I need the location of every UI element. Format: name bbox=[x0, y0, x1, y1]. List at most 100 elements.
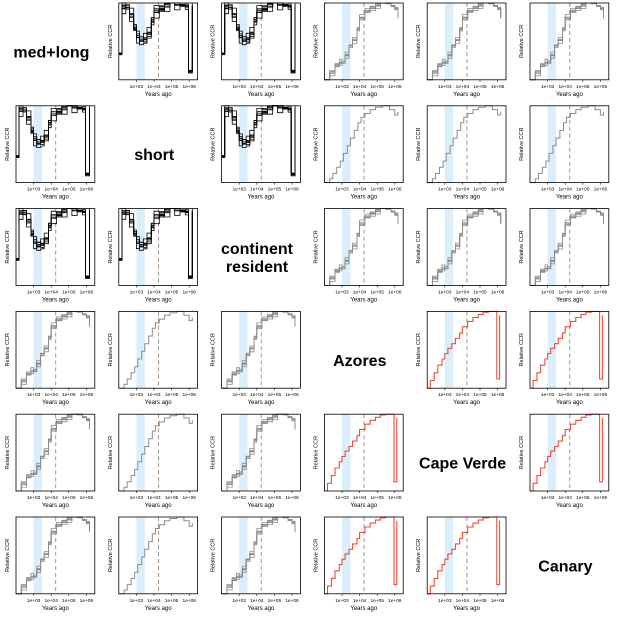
plot-frame bbox=[15, 208, 96, 286]
x-tick-label: 1e+03 bbox=[232, 84, 246, 90]
plot-frame bbox=[529, 2, 610, 81]
x-axis-label: Years ago bbox=[145, 606, 172, 612]
x-tick-label: 1e+03 bbox=[232, 187, 246, 193]
x-tick-label: 1e+06 bbox=[388, 289, 402, 295]
x-tick-label: 1e+06 bbox=[491, 84, 505, 90]
x-tick-label: 1e+05 bbox=[370, 598, 384, 604]
x-axis-label: Years ago bbox=[248, 606, 275, 612]
ccr-curve bbox=[427, 105, 502, 184]
x-tick-label: 1e+04 bbox=[147, 392, 161, 398]
x-tick-label: 1e+04 bbox=[147, 495, 161, 501]
x-tick-label: 1e+06 bbox=[80, 187, 94, 193]
x-tick-label: 1e+05 bbox=[165, 84, 179, 90]
ccr-curve bbox=[427, 516, 501, 595]
x-tick-label: 1e+04 bbox=[250, 495, 264, 501]
x-tick-label: 1e+05 bbox=[473, 84, 487, 90]
plot-frame bbox=[118, 310, 199, 389]
ccr-curve bbox=[118, 208, 193, 278]
x-tick-label: 1e+04 bbox=[44, 392, 58, 398]
shaded-interval bbox=[444, 517, 454, 594]
x-tick-label: 1e+05 bbox=[473, 392, 487, 398]
x-tick-label: 1e+05 bbox=[165, 598, 179, 604]
x-tick-label: 1e+05 bbox=[268, 84, 282, 90]
ccr-curve bbox=[118, 208, 193, 280]
shaded-interval bbox=[547, 414, 556, 491]
plot-frame bbox=[426, 516, 507, 595]
shaded-interval bbox=[444, 105, 454, 183]
ccr-curve bbox=[221, 2, 296, 72]
x-tick-label: 1e+06 bbox=[491, 187, 505, 193]
x-tick-label: 1e+04 bbox=[558, 392, 572, 398]
ccr-curve bbox=[530, 413, 603, 492]
x-tick-label: 1e+04 bbox=[456, 289, 470, 295]
x-tick-label: 1e+03 bbox=[130, 84, 144, 90]
y-axis-label: Relative CCR bbox=[5, 128, 11, 161]
x-tick-label: 1e+04 bbox=[44, 187, 58, 193]
y-axis-label: Relative CCR bbox=[211, 436, 217, 469]
plot-frame bbox=[118, 413, 199, 492]
x-axis-label: Years ago bbox=[145, 92, 172, 98]
x-tick-label: 1e+03 bbox=[438, 598, 452, 604]
plot-frame bbox=[323, 516, 404, 595]
plot-frame bbox=[15, 105, 96, 184]
x-tick-label: 1e+04 bbox=[147, 289, 161, 295]
y-axis-label: Relative CCR bbox=[5, 436, 11, 469]
x-tick-label: 1e+06 bbox=[388, 495, 402, 501]
ccr-curve bbox=[118, 208, 193, 277]
x-tick-label: 1e+04 bbox=[558, 495, 572, 501]
population-label-5: Canary bbox=[538, 558, 592, 575]
shaded-interval bbox=[342, 105, 351, 183]
x-tick-label: 1e+04 bbox=[44, 598, 58, 604]
x-tick-label: 1e+03 bbox=[130, 289, 144, 295]
plot-frame bbox=[426, 310, 507, 389]
y-axis-label: Relative CCR bbox=[416, 333, 422, 366]
x-tick-label: 1e+06 bbox=[80, 495, 94, 501]
ccr-curve bbox=[427, 2, 502, 81]
y-axis-label: Relative CCR bbox=[211, 128, 217, 161]
plot-frame bbox=[221, 2, 301, 81]
x-axis-label: Years ago bbox=[145, 400, 172, 406]
x-tick-label: 1e+06 bbox=[285, 598, 299, 604]
plot-frame bbox=[221, 516, 301, 595]
ccr-curve bbox=[324, 2, 399, 81]
ccr-curve bbox=[324, 208, 399, 286]
x-tick-label: 1e+05 bbox=[576, 187, 590, 193]
y-axis-label: Relative CCR bbox=[108, 333, 114, 366]
plot-frame bbox=[426, 2, 507, 81]
ccr-curve bbox=[221, 2, 296, 74]
y-axis-label: Relative CCR bbox=[416, 539, 422, 572]
ccr-curve bbox=[221, 105, 296, 174]
ccr-curve bbox=[16, 413, 90, 492]
x-tick-label: 1e+04 bbox=[250, 187, 264, 193]
x-tick-label: 1e+05 bbox=[268, 598, 282, 604]
ccr-curve bbox=[16, 208, 90, 277]
plot-frame bbox=[15, 516, 96, 595]
x-tick-label: 1e+06 bbox=[491, 598, 505, 604]
x-tick-label: 1e+05 bbox=[370, 289, 384, 295]
x-tick-label: 1e+06 bbox=[182, 598, 196, 604]
x-tick-label: 1e+05 bbox=[62, 495, 76, 501]
x-axis-label: Years ago bbox=[556, 92, 583, 98]
ccr-curve bbox=[16, 105, 90, 177]
y-axis-label: Relative CCR bbox=[5, 539, 11, 572]
x-tick-label: 1e+06 bbox=[285, 84, 299, 90]
ccr-curve bbox=[221, 105, 296, 175]
ccr-curve bbox=[118, 2, 193, 71]
y-axis-label: Relative CCR bbox=[416, 25, 422, 58]
x-axis-label: Years ago bbox=[350, 606, 377, 612]
ccr-curve bbox=[16, 516, 90, 595]
ccr-curve bbox=[118, 413, 193, 492]
x-axis-label: Years ago bbox=[42, 503, 69, 509]
ccr-curve bbox=[221, 2, 296, 71]
x-tick-label: 1e+06 bbox=[80, 289, 94, 295]
population-label-3: Azores bbox=[333, 353, 386, 370]
x-tick-label: 1e+03 bbox=[541, 84, 555, 90]
shaded-interval bbox=[547, 3, 556, 80]
shaded-interval bbox=[136, 311, 145, 389]
